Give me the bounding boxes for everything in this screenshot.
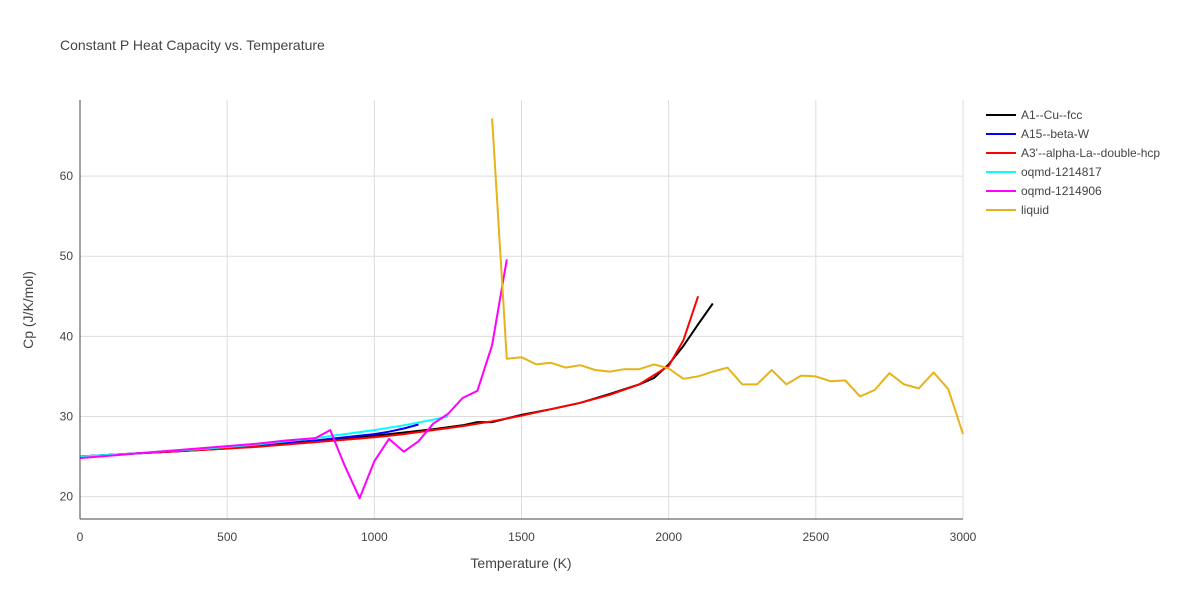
- series-line[interactable]: [80, 259, 507, 498]
- series-line[interactable]: [80, 417, 448, 457]
- legend-label: A1--Cu--fcc: [1021, 108, 1082, 122]
- legend-item[interactable]: A3'--alpha-La--double-hcp: [986, 146, 1160, 160]
- y-tick-label: 40: [60, 329, 74, 343]
- x-axis-title: Temperature (K): [470, 555, 571, 571]
- legend-item[interactable]: liquid: [986, 203, 1049, 217]
- legend-item[interactable]: oqmd-1214906: [986, 184, 1102, 198]
- x-tick-label: 2500: [802, 530, 829, 544]
- y-tick-label: 30: [60, 409, 74, 423]
- x-tick-label: 3000: [950, 530, 977, 544]
- chart-title: Constant P Heat Capacity vs. Temperature: [60, 37, 325, 53]
- legend-label: A3'--alpha-La--double-hcp: [1021, 146, 1160, 160]
- x-tick-label: 1500: [508, 530, 535, 544]
- series-line[interactable]: [492, 118, 963, 434]
- series-line[interactable]: [80, 304, 713, 457]
- legend-item[interactable]: oqmd-1214817: [986, 165, 1102, 179]
- y-tick-label: 60: [60, 169, 74, 183]
- y-axis-title: Cp (J/K/mol): [20, 271, 36, 349]
- legend-label: A15--beta-W: [1021, 127, 1090, 141]
- chart: Constant P Heat Capacity vs. Temperature…: [0, 0, 1200, 600]
- legend-item[interactable]: A15--beta-W: [986, 127, 1090, 141]
- x-tick-label: 500: [217, 530, 237, 544]
- y-tick-label: 20: [60, 490, 74, 504]
- grid: [80, 100, 963, 519]
- legend-label: oqmd-1214906: [1021, 184, 1102, 198]
- series-line[interactable]: [80, 425, 419, 457]
- x-tick-label: 0: [77, 530, 84, 544]
- x-tick-label: 2000: [655, 530, 682, 544]
- legend-label: oqmd-1214817: [1021, 165, 1102, 179]
- legend-label: liquid: [1021, 203, 1049, 217]
- legend-item[interactable]: A1--Cu--fcc: [986, 108, 1082, 122]
- y-tick-labels: 20 30 40 50 60: [60, 169, 74, 503]
- x-tick-label: 1000: [361, 530, 388, 544]
- legend[interactable]: A1--Cu--fcc A15--beta-W A3'--alpha-La--dou…: [986, 108, 1160, 217]
- x-tick-labels: 0 500 1000 1500 2000 2500 3000: [77, 530, 977, 544]
- y-tick-label: 50: [60, 249, 74, 263]
